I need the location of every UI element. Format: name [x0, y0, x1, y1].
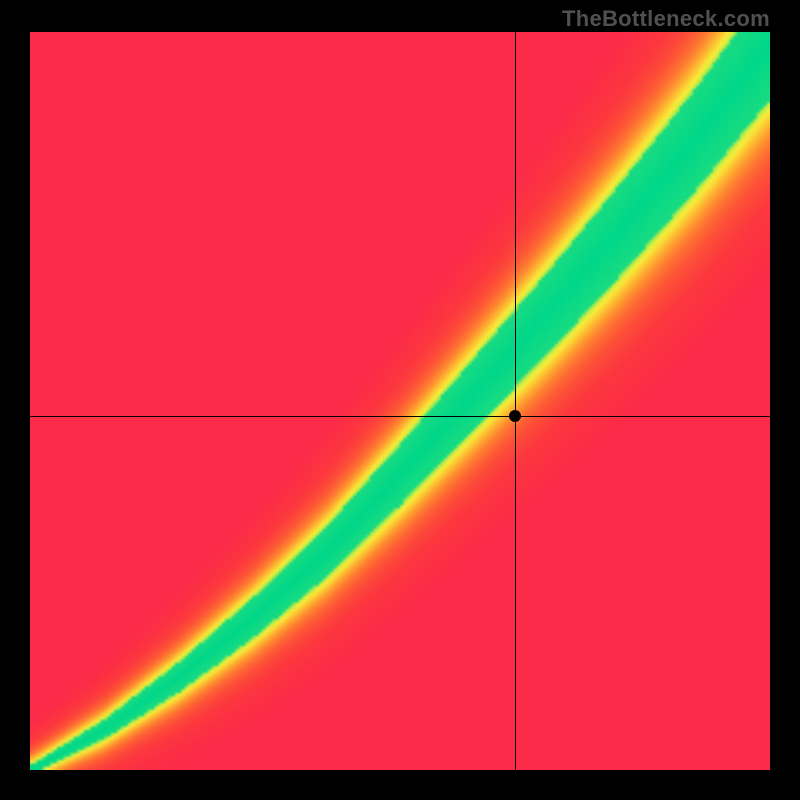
- watermark-text: TheBottleneck.com: [562, 6, 770, 32]
- crosshair-vertical: [515, 32, 516, 770]
- heatmap-canvas: [30, 32, 770, 770]
- crosshair-marker: [509, 410, 521, 422]
- plot-area: [30, 32, 770, 770]
- crosshair-horizontal: [30, 416, 770, 417]
